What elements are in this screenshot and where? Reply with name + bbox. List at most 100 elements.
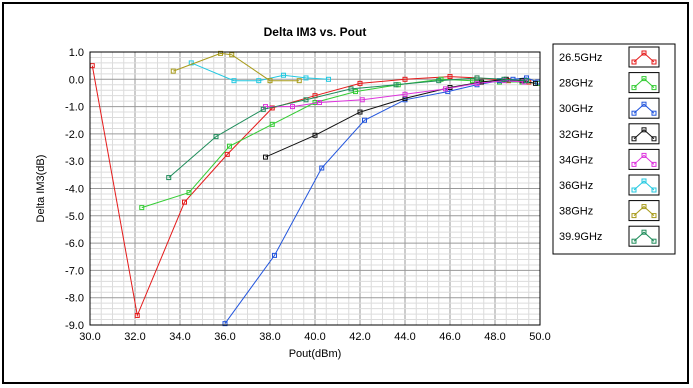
y-tick-label: -8.0	[65, 293, 84, 305]
series-line	[265, 80, 525, 108]
legend-item: 26.5GHz	[559, 46, 660, 68]
legend-item: 34GHz	[559, 148, 660, 170]
data-point	[533, 80, 538, 86]
data-point	[263, 154, 268, 160]
data-point	[213, 134, 219, 140]
series-39.9GHz	[166, 75, 529, 181]
data-point	[296, 78, 302, 84]
data-point	[231, 78, 237, 84]
x-tick-label: 40.0	[304, 331, 325, 343]
legend: 26.5GHz 28GHz 30GHz 32GHz 34GHz 36GHz 38GHz 39.…	[552, 43, 676, 255]
data-point	[188, 60, 194, 66]
x-tick-label: 50.0	[529, 331, 550, 343]
series-38GHz	[170, 50, 302, 84]
data-point	[393, 82, 399, 88]
legend-label: 36GHz	[559, 180, 593, 192]
data-point	[357, 80, 363, 86]
data-point	[443, 86, 448, 92]
data-point	[303, 97, 309, 103]
data-point	[170, 68, 176, 74]
legend-label: 30GHz	[559, 103, 593, 115]
x-tick-label: 38.0	[259, 331, 280, 343]
data-point	[501, 76, 507, 82]
legend-label: 28GHz	[559, 78, 593, 90]
data-point	[227, 143, 232, 149]
data-point	[303, 75, 309, 81]
data-point	[436, 78, 442, 84]
chart-title: Delta IM3 vs. Pout	[264, 25, 367, 39]
series-line	[168, 77, 527, 178]
series-36GHz	[188, 60, 331, 84]
data-point	[359, 97, 365, 103]
legend-line	[633, 231, 655, 242]
legend-marker	[631, 85, 637, 91]
legend-item: 38GHz	[559, 200, 660, 222]
grid	[89, 51, 541, 326]
y-tick-label: -1.0	[65, 102, 84, 114]
data-point	[362, 117, 367, 123]
data-point	[222, 321, 228, 327]
y-tick-label: 1.0	[69, 47, 84, 59]
x-tick-label: 44.0	[394, 331, 415, 343]
y-tick-label: -9.0	[65, 320, 84, 332]
legend-line	[633, 52, 655, 63]
legend-marker	[641, 152, 647, 158]
legend-marker	[651, 187, 657, 193]
legend-marker	[651, 85, 657, 91]
series-layer	[89, 50, 541, 327]
legend-marker	[641, 229, 647, 235]
data-point	[134, 312, 140, 318]
data-point	[474, 75, 480, 81]
data-point	[267, 78, 273, 84]
legend-label: 39.9GHz	[559, 231, 602, 243]
data-point	[312, 132, 318, 138]
y-tick-label: 0.0	[69, 74, 84, 86]
y-tick-label: -6.0	[65, 238, 84, 250]
data-point	[357, 109, 363, 115]
data-point	[166, 175, 172, 181]
data-point	[224, 151, 230, 157]
chart: Delta IM3 vs. Pout 30.0 32.0 34.0 36.0 38.0 4…	[35, 25, 676, 360]
data-point	[319, 165, 325, 171]
data-point	[474, 80, 480, 86]
legend-marker	[631, 59, 637, 65]
legend-item: 36GHz	[559, 174, 660, 196]
y-tick-label: -4.0	[65, 184, 84, 196]
x-tick-label: 30.0	[79, 331, 100, 343]
data-point	[524, 78, 529, 84]
y-axis-label: Delta IM3(dB)	[35, 155, 47, 223]
x-tick-label: 34.0	[169, 331, 190, 343]
legend-marker	[651, 59, 657, 65]
legend-line	[633, 103, 655, 114]
legend-marker	[631, 110, 637, 116]
y-tick-label: -2.0	[65, 129, 84, 141]
x-tick-label: 36.0	[214, 331, 235, 343]
data-point	[229, 52, 235, 58]
legend-line	[633, 180, 655, 191]
legend-marker	[631, 213, 637, 219]
legend-marker	[651, 238, 657, 244]
legend-marker	[641, 76, 647, 82]
data-point	[402, 91, 408, 97]
tick-labels: 30.0 32.0 34.0 36.0 38.0 40.0 42.0 44.0 46.0 48.0…	[65, 47, 551, 343]
x-tick-label: 32.0	[124, 331, 145, 343]
data-point	[139, 205, 145, 211]
data-point	[260, 106, 266, 112]
x-tick-label: 48.0	[484, 331, 505, 343]
data-point	[402, 76, 408, 82]
legend-label: 34GHz	[559, 154, 593, 166]
y-tick-label: -5.0	[65, 211, 84, 223]
legend-line	[633, 129, 655, 140]
legend-marker	[651, 213, 657, 219]
legend-item: 39.9GHz	[559, 225, 660, 247]
data-point	[256, 78, 262, 84]
legend-marker	[631, 161, 637, 167]
series-line	[191, 62, 329, 82]
series-32GHz	[263, 76, 538, 160]
legend-line	[633, 154, 655, 165]
data-point	[272, 252, 277, 258]
legend-marker	[651, 110, 657, 116]
data-point	[186, 190, 192, 196]
legend-line	[633, 77, 655, 88]
legend-label: 32GHz	[559, 129, 593, 141]
